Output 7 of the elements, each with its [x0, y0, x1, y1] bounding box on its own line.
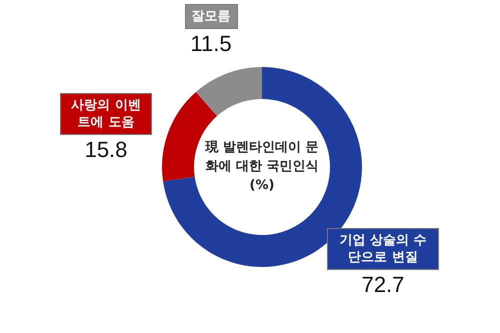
- data-label: 11.5: [189, 31, 233, 57]
- text: 現 발렌타인데이 문화에 대한 국민인식(%): [204, 139, 320, 195]
- slice-label: 사랑의 이벤트에 도움: [60, 93, 152, 135]
- slice-label: 기업 상술의 수단으로 변질: [327, 228, 439, 270]
- slice-label: 잘모름: [184, 4, 238, 29]
- data-label: 15.8: [84, 137, 128, 163]
- data-label: 72.7: [360, 272, 406, 298]
